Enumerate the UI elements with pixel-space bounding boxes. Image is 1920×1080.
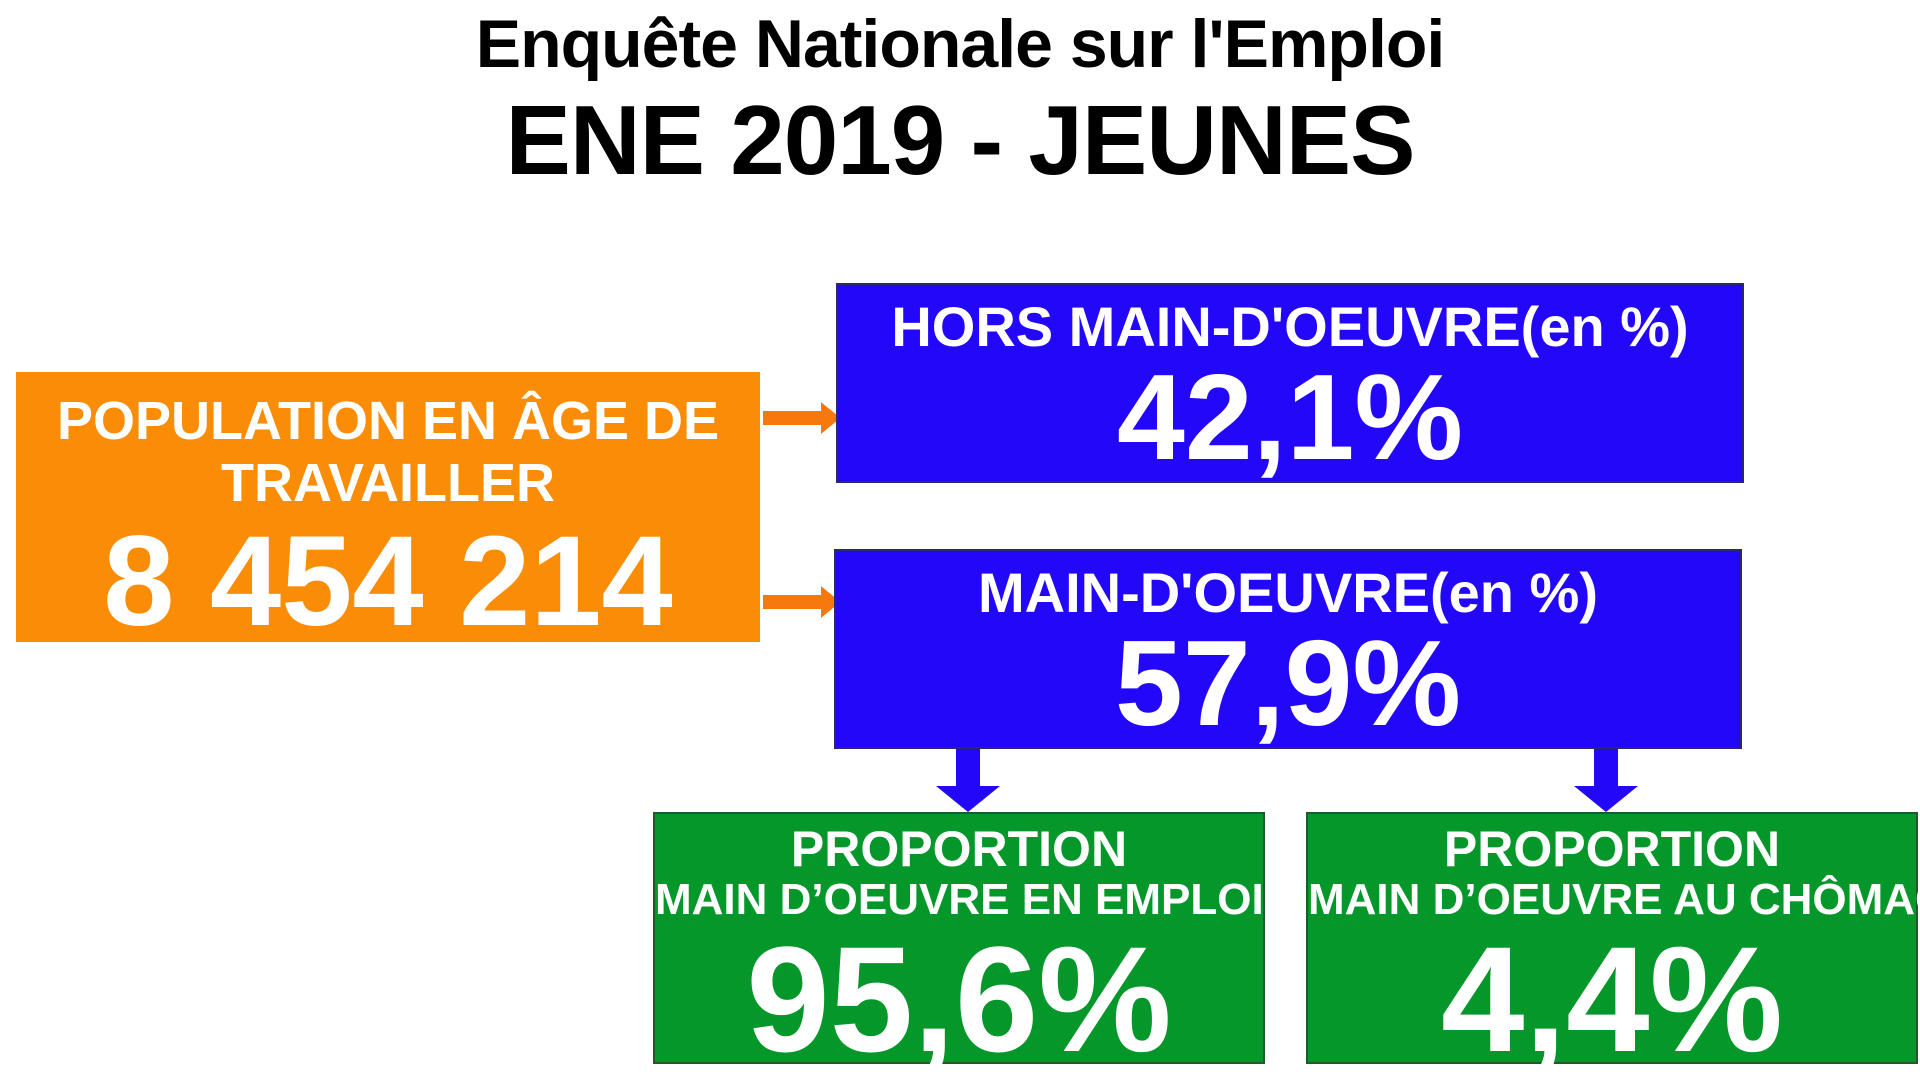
emploi-box: PROPORTION MAIN D’OEUVRE EN EMPLOI 95,6% [653,812,1265,1074]
main-oeuvre-value: 57,9% [1115,615,1461,751]
emploi-label-line2: MAIN D’OEUVRE EN EMPLOI [655,875,1264,924]
main-oeuvre-box: MAIN-D'OEUVRE(en %) 57,9% [834,549,1742,749]
hors-main-oeuvre-box: HORS MAIN-D'OEUVRE(en %) 42,1% [836,283,1744,483]
arrow-to-main-oeuvre [761,581,844,623]
arrow-to-emploi [936,748,1000,812]
population-label-line1: POPULATION EN ÂGE DE [56,391,720,451]
population-label-line2: TRAVAILLER [221,453,555,513]
chomage-label-line1: PROPORTION [1443,821,1781,877]
hors-main-oeuvre-label: HORS MAIN-D'OEUVRE(en %) [891,295,1689,358]
chomage-label-line2: MAIN D’OEUVRE AU CHÔMAGE [1308,875,1920,924]
chomage-box: PROPORTION MAIN D’OEUVRE AU CHÔMAGE 4,4% [1306,812,1920,1074]
hors-main-oeuvre-value: 42,1% [1117,349,1463,485]
chomage-value: 4,4% [1441,915,1783,1080]
population-label: POPULATION EN ÂGE DE TRAVAILLER [16,390,760,514]
population-box: POPULATION EN ÂGE DE TRAVAILLER 8 454 21… [16,372,760,652]
emploi-label-line1: PROPORTION [790,821,1128,877]
title-edition: ENE 2019 - JEUNES [505,85,1416,195]
population-value: 8 454 214 [103,510,673,653]
title-survey-name: Enquête Nationale sur l'Emploi [475,6,1446,82]
arrow-to-chomage [1574,748,1638,812]
arrow-to-hors-main-oeuvre [761,397,844,439]
main-oeuvre-label: MAIN-D'OEUVRE(en %) [978,561,1598,624]
emploi-value: 95,6% [746,915,1172,1080]
